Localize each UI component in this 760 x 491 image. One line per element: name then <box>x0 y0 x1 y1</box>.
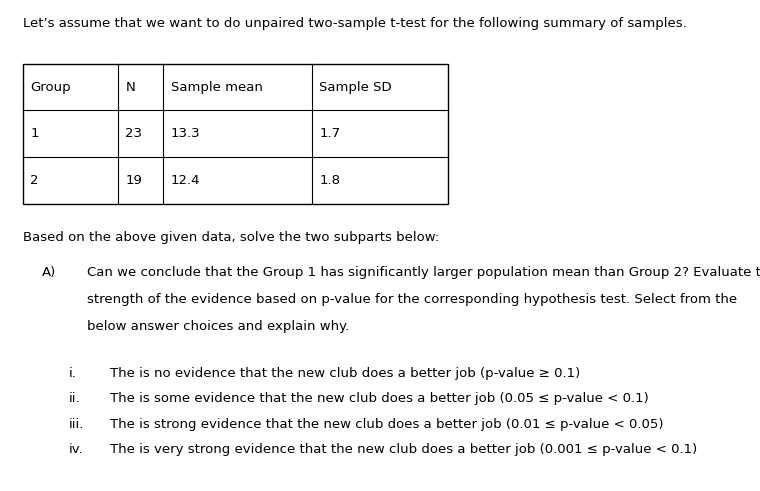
Text: Sample mean: Sample mean <box>171 81 263 94</box>
Text: N: N <box>125 81 135 94</box>
Text: Can we conclude that the Group 1 has significantly larger population mean than G: Can we conclude that the Group 1 has sig… <box>87 266 760 279</box>
Text: 23: 23 <box>125 127 142 140</box>
Text: Based on the above given data, solve the two subparts below:: Based on the above given data, solve the… <box>23 231 439 244</box>
Text: ii.: ii. <box>68 392 80 405</box>
Text: Sample SD: Sample SD <box>319 81 392 94</box>
Text: Let’s assume that we want to do unpaired two-sample t-test for the following sum: Let’s assume that we want to do unpaired… <box>23 17 686 30</box>
Text: 13.3: 13.3 <box>171 127 201 140</box>
Text: The is no evidence that the new club does a better job (p-value ≥ 0.1): The is no evidence that the new club doe… <box>110 367 581 380</box>
Text: iv.: iv. <box>68 443 83 456</box>
Text: 19: 19 <box>125 174 142 187</box>
Text: below answer choices and explain why.: below answer choices and explain why. <box>87 320 350 333</box>
Text: The is strong evidence that the new club does a better job (0.01 ≤ p-value < 0.0: The is strong evidence that the new club… <box>110 418 663 431</box>
Text: strength of the evidence based on p-value for the corresponding hypothesis test.: strength of the evidence based on p-valu… <box>87 293 737 306</box>
Text: The is some evidence that the new club does a better job (0.05 ≤ p-value < 0.1): The is some evidence that the new club d… <box>110 392 649 405</box>
Text: 1.8: 1.8 <box>319 174 340 187</box>
Text: i.: i. <box>68 367 76 380</box>
Text: Group: Group <box>30 81 71 94</box>
Text: 2: 2 <box>30 174 39 187</box>
Text: The is very strong evidence that the new club does a better job (0.001 ≤ p-value: The is very strong evidence that the new… <box>110 443 698 456</box>
Text: 12.4: 12.4 <box>171 174 201 187</box>
Text: 1.7: 1.7 <box>319 127 340 140</box>
Text: A): A) <box>42 266 56 279</box>
Text: iii.: iii. <box>68 418 84 431</box>
Text: 1: 1 <box>30 127 39 140</box>
